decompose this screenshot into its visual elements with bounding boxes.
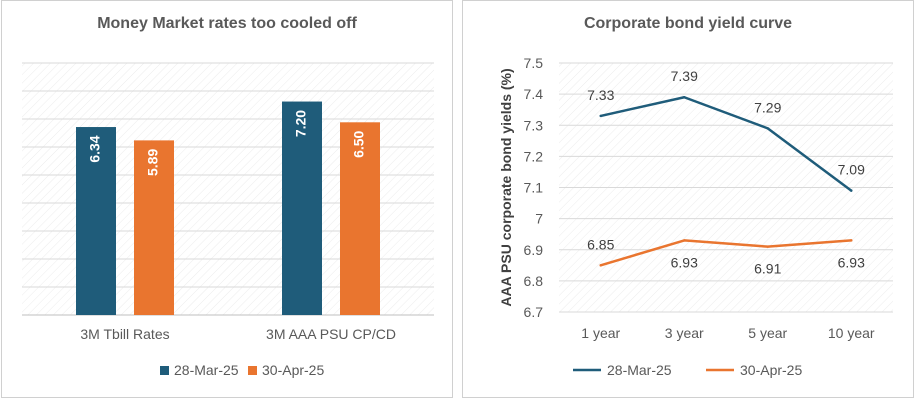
data-point: [766, 245, 769, 248]
y-tick-label: 7: [535, 211, 543, 227]
money-market-chart-title: Money Market rates too cooled off: [97, 15, 357, 32]
data-point: [599, 114, 602, 118]
data-label: 6.93: [838, 254, 865, 270]
data-label: 7.09: [838, 162, 865, 178]
series-line: [599, 239, 853, 267]
y-tick-label: 7.5: [524, 55, 544, 71]
y-tick-label: 6.9: [524, 242, 544, 258]
data-point: [599, 264, 602, 267]
x-tick-label: 1 year: [581, 325, 620, 341]
series-line: [599, 95, 853, 192]
yield-curve-chart-panel: Corporate bond yield curve 6.7 6.8 6.9 7 7.1…: [462, 0, 914, 398]
money-market-bar-chart: 6.34 5.89 3M Tbill Rates 7.20 6.50 3M AAA PSU…: [22, 62, 434, 378]
y-axis-title: AAA PSU corporate bond yields (%): [498, 68, 514, 306]
legend-label: 30-Apr-25: [262, 362, 324, 378]
data-label: 6.93: [671, 254, 698, 270]
yield-curve-line-chart: 6.7 6.8 6.9 7 7.1 7.2 7.3 7.4 7.5 1 year 3 year 5 y…: [498, 55, 893, 378]
yield-curve-chart-title: Corporate bond yield curve: [583, 15, 793, 32]
bar: [76, 127, 116, 315]
bar-data-label: 6.50: [351, 130, 367, 157]
bar: [134, 140, 174, 315]
data-point: [850, 189, 853, 192]
y-tick-label: 7.4: [524, 86, 544, 102]
data-point: [850, 239, 853, 242]
legend-label: 28-Mar-25: [607, 362, 672, 378]
data-point: [766, 127, 769, 130]
data-label: 7.29: [754, 99, 781, 115]
data-label: 7.33: [587, 87, 614, 103]
data-point: [683, 96, 686, 99]
money-market-chart-panel: Money Market rates too cooled off 6.34 5.…: [1, 0, 453, 398]
bar-data-label: 7.20: [293, 110, 309, 137]
legend-label: 28-Mar-25: [174, 362, 239, 378]
y-tick-label: 7.1: [524, 180, 544, 196]
bar-data-label: 6.34: [87, 135, 103, 162]
y-tick-label: 7.3: [524, 117, 544, 133]
data-point: [683, 239, 686, 242]
legend-swatch: [160, 366, 169, 375]
y-tick-label: 6.7: [524, 304, 544, 320]
x-tick-label: 10 year: [828, 325, 875, 341]
legend-swatch: [248, 366, 257, 375]
x-tick-label: 3M Tbill Rates: [80, 326, 169, 342]
y-tick-label: 7.2: [524, 148, 544, 164]
bar-data-label: 5.89: [145, 149, 161, 176]
x-tick-label: 5 year: [748, 325, 787, 341]
bar: [340, 122, 380, 315]
legend-label: 30-Apr-25: [740, 362, 802, 378]
data-label: 6.85: [587, 236, 614, 252]
data-label: 6.91: [754, 261, 781, 277]
y-tick-label: 6.8: [524, 273, 544, 289]
data-label: 7.39: [671, 68, 698, 84]
x-tick-label: 3M AAA PSU CP/CD: [266, 326, 396, 342]
bar: [282, 101, 322, 316]
x-tick-label: 3 year: [665, 325, 704, 341]
